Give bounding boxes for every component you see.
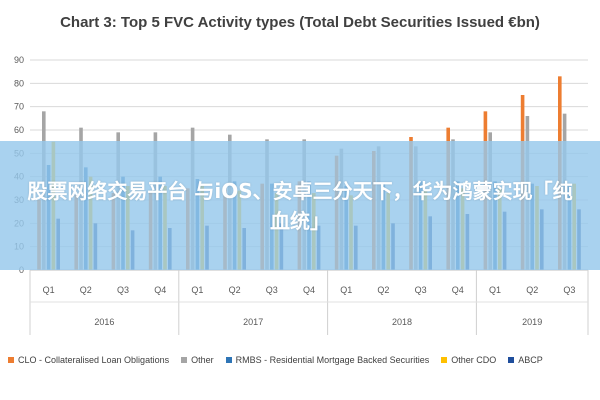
legend-label: Other <box>191 355 214 365</box>
legend-label: Other CDO <box>451 355 497 365</box>
x-tick-label: Q2 <box>377 285 389 295</box>
x-tick-label: Q1 <box>191 285 203 295</box>
x-tick-label: Q3 <box>117 285 129 295</box>
y-tick-label: 90 <box>14 55 24 65</box>
legend-swatch <box>8 357 14 363</box>
legend-item: ABCP <box>508 355 543 365</box>
legend-item: Other <box>181 355 214 365</box>
legend-item: Other CDO <box>441 355 496 365</box>
chart-legend: CLO - Collateralised Loan Obligations Oth… <box>8 352 598 368</box>
banner-text[interactable]: 股票网络交易平台 与iOS、安卓三分天下，华为鸿蒙实现「纯血统」 <box>27 178 573 233</box>
chart-title: Chart 3: Top 5 FVC Activity types (Total… <box>60 14 540 31</box>
y-tick-label: 0 <box>19 265 24 275</box>
x-tick-label: Q3 <box>563 285 575 295</box>
x-tick-label: Q4 <box>154 285 166 295</box>
x-tick-label: Q3 <box>266 285 278 295</box>
x-tick-label: Q3 <box>415 285 427 295</box>
x-group-label: 2019 <box>522 317 542 327</box>
x-tick-label: Q1 <box>43 285 55 295</box>
x-group-label: 2018 <box>392 317 412 327</box>
legend-swatch <box>441 357 448 363</box>
legend-swatch <box>181 357 188 363</box>
overlay-banner[interactable]: 股票网络交易平台 与iOS、安卓三分天下，华为鸿蒙实现「纯血统」 <box>0 141 600 270</box>
legend-label: RMBS - Residential Mortgage Backed Secur… <box>235 355 430 365</box>
y-tick-label: 70 <box>14 102 24 112</box>
x-tick-label: Q2 <box>229 285 241 295</box>
legend-label: CLO - Collateralised Loan Obligations <box>18 355 170 365</box>
x-tick-label: Q2 <box>80 285 92 295</box>
x-tick-label: Q1 <box>489 285 501 295</box>
y-tick-label: 60 <box>14 125 24 135</box>
x-group-label: 2017 <box>243 317 263 327</box>
x-tick-label: Q4 <box>452 285 464 295</box>
legend-swatch <box>508 357 515 363</box>
x-tick-label: Q1 <box>340 285 352 295</box>
legend-swatch <box>225 357 232 363</box>
x-tick-label: Q4 <box>303 285 315 295</box>
legend-item: CLO - Collateralised Loan Obligations <box>8 355 169 365</box>
legend-label: ABCP <box>518 355 543 365</box>
x-tick-label: Q2 <box>526 285 538 295</box>
legend-item: RMBS - Residential Mortgage Backed Secur… <box>225 355 430 365</box>
x-group-label: 2016 <box>94 317 114 327</box>
y-tick-label: 80 <box>14 78 24 88</box>
